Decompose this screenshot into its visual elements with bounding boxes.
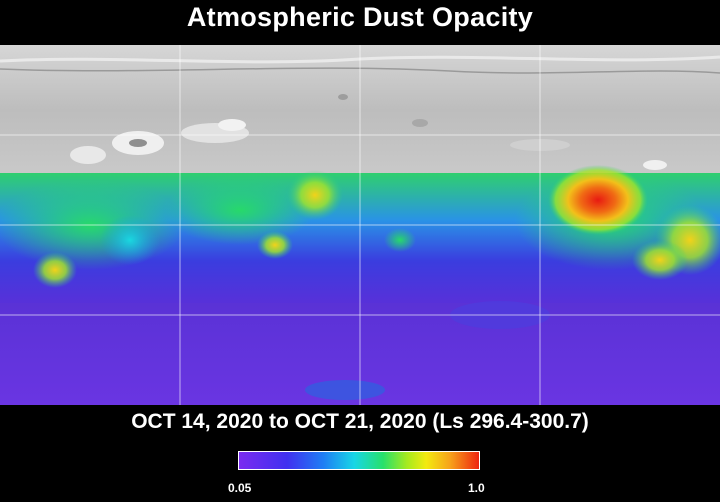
map-title: Atmospheric Dust Opacity	[186, 2, 534, 32]
map-grid	[0, 45, 720, 405]
colorbar	[238, 451, 480, 470]
strong-dust-storm	[548, 165, 648, 235]
colorbar-min-label: 0.05	[228, 481, 252, 495]
dust-opacity-map	[0, 45, 720, 405]
colorbar-max-label: 1.0	[468, 481, 485, 495]
date-range-subtitle: OCT 14, 2020 to OCT 21, 2020 (Ls 296.4-3…	[131, 410, 589, 433]
